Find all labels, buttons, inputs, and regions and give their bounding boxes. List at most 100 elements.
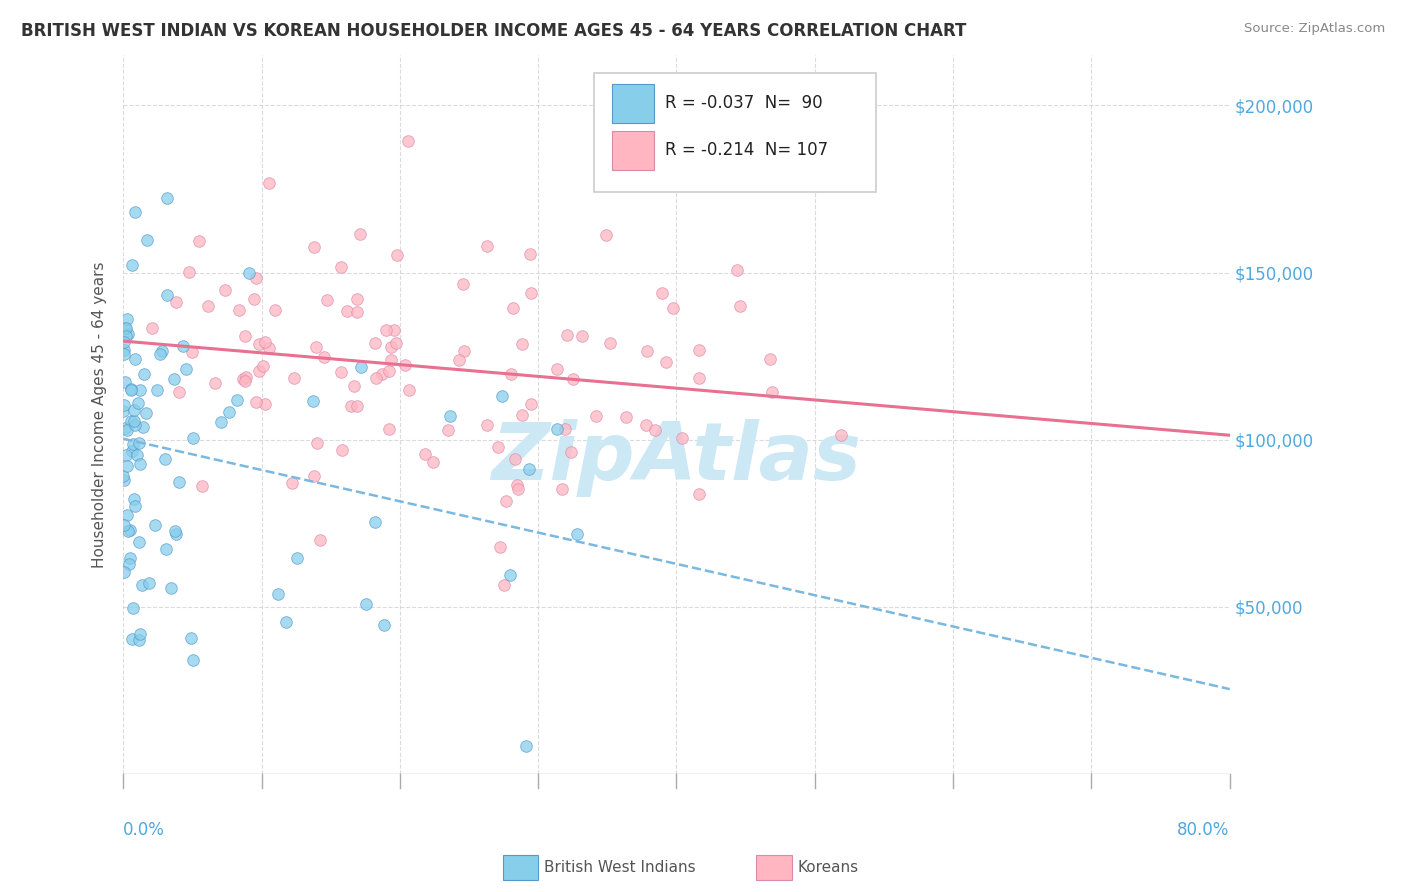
Point bbox=[363, 515, 385, 529]
FancyBboxPatch shape bbox=[613, 84, 654, 123]
Point bbox=[309, 533, 332, 547]
Point bbox=[761, 385, 783, 400]
Point bbox=[149, 347, 172, 361]
Point bbox=[180, 631, 202, 645]
Point bbox=[373, 618, 395, 632]
Point bbox=[302, 468, 325, 483]
Point bbox=[156, 191, 179, 205]
Point bbox=[169, 475, 191, 489]
Point bbox=[546, 422, 568, 436]
Point bbox=[124, 499, 146, 513]
Point bbox=[120, 524, 142, 538]
Point bbox=[165, 295, 187, 310]
Point bbox=[662, 301, 685, 315]
Point bbox=[115, 311, 138, 326]
Point bbox=[759, 352, 782, 367]
Point bbox=[214, 284, 236, 298]
Point bbox=[371, 367, 394, 381]
Point bbox=[114, 448, 136, 462]
Point bbox=[238, 266, 260, 280]
Point bbox=[380, 353, 402, 368]
Point bbox=[112, 334, 135, 349]
Point bbox=[439, 409, 461, 423]
Point bbox=[350, 359, 373, 374]
Point bbox=[380, 340, 402, 354]
Point bbox=[730, 299, 752, 313]
Point bbox=[247, 364, 270, 378]
Point bbox=[128, 436, 150, 450]
Text: British West Indians: British West Indians bbox=[544, 860, 696, 874]
Point bbox=[302, 240, 325, 254]
Point bbox=[112, 566, 135, 580]
Point bbox=[520, 285, 543, 300]
Point bbox=[257, 177, 280, 191]
Point bbox=[636, 343, 658, 358]
Point bbox=[346, 304, 368, 318]
Point bbox=[329, 260, 352, 275]
Point bbox=[124, 418, 146, 433]
Point bbox=[124, 352, 146, 367]
Point bbox=[305, 340, 328, 354]
Point bbox=[486, 441, 509, 455]
Point bbox=[495, 494, 517, 508]
Text: Source: ZipAtlas.com: Source: ZipAtlas.com bbox=[1244, 22, 1385, 36]
Point bbox=[134, 367, 156, 381]
Point bbox=[571, 329, 593, 343]
Point bbox=[114, 375, 136, 389]
Point bbox=[546, 362, 568, 376]
Point bbox=[121, 632, 143, 647]
Point bbox=[252, 359, 274, 374]
Point bbox=[128, 632, 150, 647]
Point bbox=[377, 422, 399, 436]
Point bbox=[117, 458, 139, 473]
Point bbox=[614, 409, 637, 424]
Point bbox=[150, 344, 173, 359]
Point bbox=[120, 384, 142, 398]
Point bbox=[112, 347, 135, 361]
Point bbox=[655, 355, 678, 369]
Point bbox=[651, 286, 673, 301]
Point bbox=[132, 420, 155, 434]
Point bbox=[453, 344, 475, 359]
Point bbox=[112, 399, 135, 413]
Point bbox=[122, 415, 145, 429]
Point bbox=[302, 393, 325, 408]
Point bbox=[118, 551, 141, 566]
Point bbox=[394, 358, 416, 372]
Point bbox=[128, 534, 150, 549]
Point bbox=[499, 567, 522, 582]
Point bbox=[121, 258, 143, 272]
Point bbox=[314, 351, 336, 365]
Point bbox=[339, 400, 361, 414]
Point bbox=[688, 487, 710, 501]
Point bbox=[115, 329, 138, 343]
Text: 80.0%: 80.0% bbox=[1177, 821, 1230, 839]
Point bbox=[449, 353, 471, 368]
Point bbox=[285, 551, 308, 566]
Point bbox=[413, 447, 436, 461]
Point bbox=[120, 382, 142, 396]
Point bbox=[121, 601, 143, 615]
Point bbox=[162, 372, 184, 386]
Point bbox=[120, 414, 142, 428]
Point bbox=[232, 372, 254, 386]
Point bbox=[283, 371, 305, 385]
Point bbox=[145, 518, 167, 533]
Point bbox=[172, 339, 194, 353]
Point bbox=[114, 421, 136, 435]
Point bbox=[336, 304, 359, 318]
Text: 0.0%: 0.0% bbox=[124, 821, 165, 839]
Point bbox=[169, 384, 191, 399]
Point bbox=[233, 328, 256, 343]
Point bbox=[349, 227, 371, 242]
Point bbox=[671, 431, 693, 445]
Point bbox=[209, 415, 232, 429]
Point bbox=[515, 739, 537, 754]
Point bbox=[114, 320, 136, 334]
Point bbox=[141, 321, 163, 335]
Point bbox=[138, 576, 160, 591]
FancyBboxPatch shape bbox=[613, 130, 654, 170]
Point bbox=[396, 134, 419, 148]
Point bbox=[155, 452, 177, 467]
Point bbox=[554, 422, 576, 436]
